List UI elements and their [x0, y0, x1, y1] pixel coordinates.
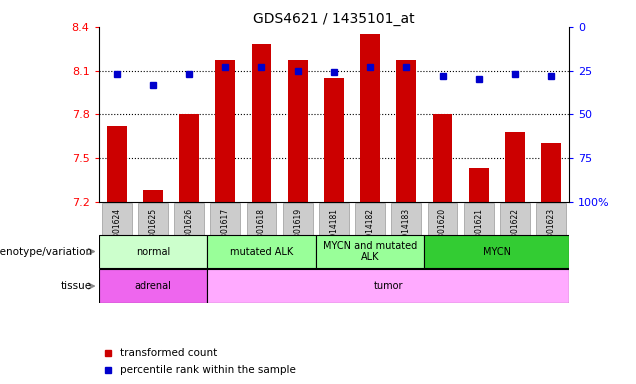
- Bar: [287, 60, 308, 202]
- Bar: [143, 190, 163, 202]
- Text: GSM914183: GSM914183: [402, 208, 411, 255]
- Bar: [207, 270, 569, 303]
- Bar: [464, 203, 494, 260]
- Bar: [432, 114, 452, 202]
- Bar: [360, 34, 380, 202]
- Bar: [500, 203, 530, 260]
- Bar: [179, 114, 199, 202]
- Text: mutated ALK: mutated ALK: [230, 247, 293, 257]
- Bar: [505, 132, 525, 202]
- Bar: [392, 203, 421, 260]
- Text: GSM801622: GSM801622: [511, 209, 520, 254]
- Bar: [107, 126, 127, 202]
- Title: GDS4621 / 1435101_at: GDS4621 / 1435101_at: [253, 12, 415, 26]
- Text: GSM914182: GSM914182: [366, 209, 375, 254]
- Text: genotype/variation: genotype/variation: [0, 247, 92, 257]
- Bar: [138, 203, 168, 260]
- Text: tumor: tumor: [373, 281, 403, 291]
- Bar: [252, 45, 272, 202]
- Text: MYCN: MYCN: [483, 247, 511, 257]
- Text: GSM801618: GSM801618: [257, 209, 266, 254]
- Bar: [469, 168, 488, 202]
- Bar: [207, 235, 316, 268]
- Text: GSM801617: GSM801617: [221, 208, 230, 255]
- Bar: [99, 235, 207, 268]
- Bar: [102, 203, 132, 260]
- Text: GSM801625: GSM801625: [148, 208, 157, 255]
- Text: adrenal: adrenal: [134, 281, 171, 291]
- Bar: [356, 203, 385, 260]
- Text: GSM801624: GSM801624: [112, 208, 121, 255]
- Bar: [211, 203, 240, 260]
- Text: normal: normal: [135, 247, 170, 257]
- Bar: [283, 203, 312, 260]
- Bar: [316, 235, 424, 268]
- Text: tissue: tissue: [61, 281, 92, 291]
- Text: GSM914181: GSM914181: [329, 209, 338, 254]
- Bar: [324, 78, 344, 202]
- Text: transformed count: transformed count: [120, 348, 217, 358]
- Text: GSM801619: GSM801619: [293, 208, 302, 255]
- Bar: [174, 203, 204, 260]
- Bar: [424, 235, 569, 268]
- Text: GSM801620: GSM801620: [438, 208, 447, 255]
- Bar: [396, 60, 417, 202]
- Bar: [216, 60, 235, 202]
- Text: percentile rank within the sample: percentile rank within the sample: [120, 365, 296, 375]
- Bar: [541, 143, 561, 202]
- Bar: [99, 270, 207, 303]
- Bar: [247, 203, 276, 260]
- Text: MYCN and mutated
ALK: MYCN and mutated ALK: [323, 241, 417, 262]
- Text: GSM801626: GSM801626: [184, 208, 193, 255]
- Text: GSM801621: GSM801621: [474, 209, 483, 254]
- Bar: [536, 203, 566, 260]
- Bar: [319, 203, 349, 260]
- Bar: [427, 203, 457, 260]
- Text: GSM801623: GSM801623: [546, 208, 556, 255]
